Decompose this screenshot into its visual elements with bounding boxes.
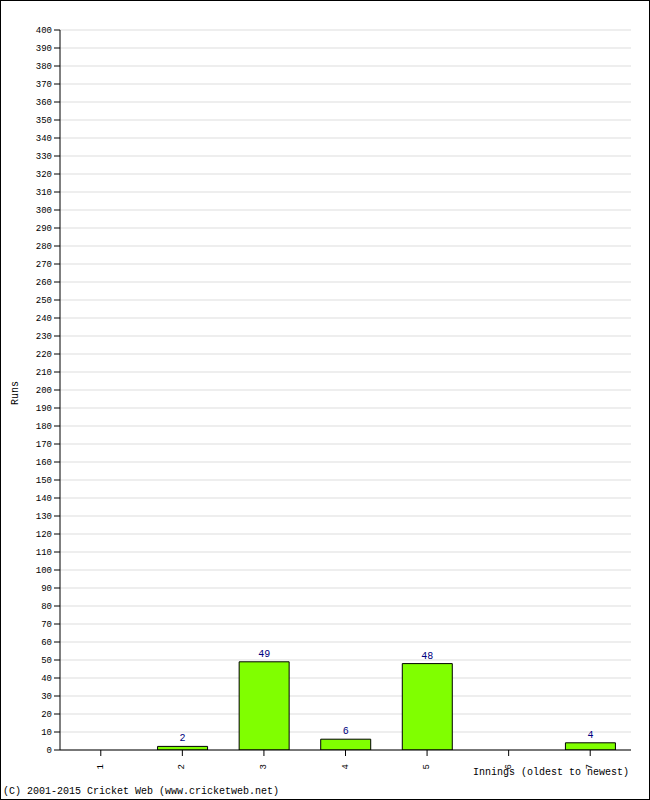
svg-text:48: 48 [421, 651, 433, 662]
svg-text:50: 50 [41, 656, 52, 666]
svg-text:49: 49 [258, 649, 270, 660]
svg-text:160: 160 [36, 458, 52, 468]
svg-text:3: 3 [259, 764, 269, 769]
svg-text:30: 30 [41, 692, 52, 702]
svg-text:40: 40 [41, 674, 52, 684]
svg-text:0: 0 [47, 746, 52, 756]
svg-text:60: 60 [41, 638, 52, 648]
svg-text:180: 180 [36, 422, 52, 432]
svg-text:1: 1 [96, 764, 106, 769]
svg-text:400: 400 [36, 26, 52, 36]
svg-text:200: 200 [36, 386, 52, 396]
svg-text:320: 320 [36, 170, 52, 180]
svg-text:330: 330 [36, 152, 52, 162]
svg-text:230: 230 [36, 332, 52, 342]
svg-text:150: 150 [36, 476, 52, 486]
svg-text:4: 4 [341, 764, 351, 769]
svg-text:220: 220 [36, 350, 52, 360]
svg-text:250: 250 [36, 296, 52, 306]
svg-text:340: 340 [36, 134, 52, 144]
svg-text:110: 110 [36, 548, 52, 558]
svg-text:190: 190 [36, 404, 52, 414]
svg-text:290: 290 [36, 224, 52, 234]
svg-text:5: 5 [422, 764, 432, 769]
svg-text:10: 10 [41, 728, 52, 738]
svg-text:370: 370 [36, 80, 52, 90]
svg-text:90: 90 [41, 584, 52, 594]
svg-text:70: 70 [41, 620, 52, 630]
svg-text:210: 210 [36, 368, 52, 378]
svg-text:20: 20 [41, 710, 52, 720]
svg-text:6: 6 [343, 726, 349, 737]
svg-text:120: 120 [36, 530, 52, 540]
svg-text:170: 170 [36, 440, 52, 450]
svg-text:360: 360 [36, 98, 52, 108]
svg-text:310: 310 [36, 188, 52, 198]
svg-text:130: 130 [36, 512, 52, 522]
svg-text:100: 100 [36, 566, 52, 576]
svg-text:350: 350 [36, 116, 52, 126]
svg-text:270: 270 [36, 260, 52, 270]
svg-text:2: 2 [180, 733, 186, 744]
svg-text:260: 260 [36, 278, 52, 288]
svg-text:80: 80 [41, 602, 52, 612]
svg-text:300: 300 [36, 206, 52, 216]
svg-text:280: 280 [36, 242, 52, 252]
svg-text:2: 2 [177, 764, 187, 769]
svg-text:390: 390 [36, 44, 52, 54]
svg-text:240: 240 [36, 314, 52, 324]
svg-text:140: 140 [36, 494, 52, 504]
svg-text:4: 4 [587, 730, 593, 741]
svg-text:380: 380 [36, 62, 52, 72]
